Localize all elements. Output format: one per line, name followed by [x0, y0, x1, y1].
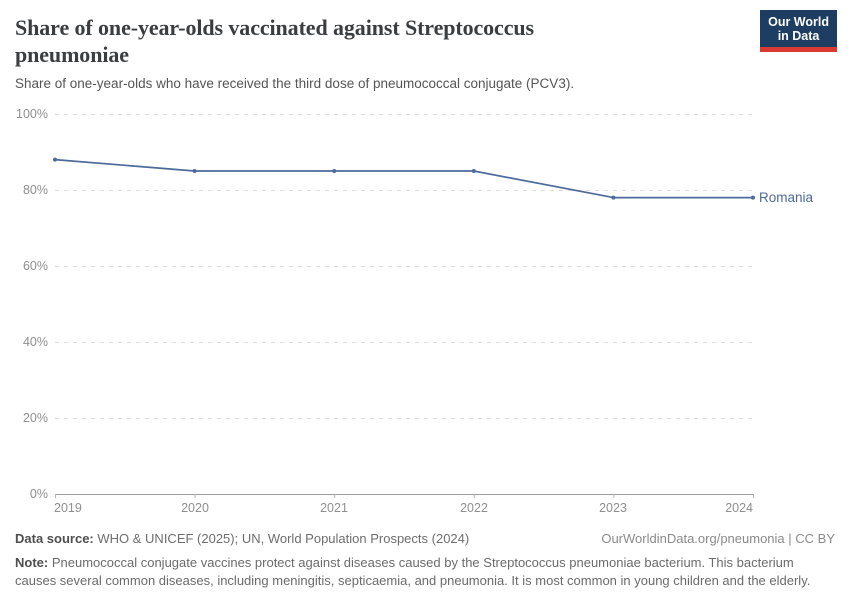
x-axis-tick-label: 2024: [725, 501, 753, 515]
footer-link[interactable]: OurWorldinData.org/pneumonia: [601, 531, 785, 546]
x-axis-tick-label: 2023: [599, 501, 627, 515]
data-source-value: WHO & UNICEF (2025); UN, World Populatio…: [97, 531, 470, 546]
data-source-label: Data source:: [15, 531, 94, 546]
footer-separator: |: [784, 531, 796, 546]
x-axis-tick-label: 2020: [181, 501, 209, 515]
page-title: Share of one-year-olds vaccinated agains…: [15, 15, 534, 67]
note-label: Note:: [15, 555, 49, 570]
y-axis-tick-label: 80%: [22, 183, 48, 197]
series-label[interactable]: Romania: [759, 190, 814, 205]
chart-subtitle: Share of one-year-olds who have received…: [15, 76, 575, 91]
source-row: Data source: WHO & UNICEF (2025); UN, Wo…: [15, 531, 835, 546]
y-axis-tick-label: 60%: [22, 259, 48, 273]
x-axis-tick-label: 2021: [320, 501, 348, 515]
x-axis-tick-label: 2019: [54, 501, 82, 515]
owid-logo-line2: in Data: [777, 29, 820, 43]
x-axis-tick-label: 2022: [460, 501, 488, 515]
header: Share of one-year-olds vaccinated agains…: [15, 14, 635, 92]
footer-note: Note: Pneumococcal conjugate vaccines pr…: [15, 554, 835, 590]
footer: Data source: WHO & UNICEF (2025); UN, Wo…: [15, 531, 835, 590]
footer-credit: OurWorldinData.org/pneumonia | CC BY: [601, 531, 835, 546]
y-axis-tick-label: 100%: [16, 107, 48, 121]
owid-logo[interactable]: Our World in Data: [760, 10, 837, 52]
y-axis-tick-label: 20%: [22, 411, 48, 425]
note-value: Pneumococcal conjugate vaccines protect …: [15, 555, 811, 588]
owid-logo-line1: Our World: [768, 15, 829, 29]
y-axis-tick-label: 40%: [22, 335, 48, 349]
y-axis-tick-label: 0%: [29, 487, 48, 501]
data-source-line: Data source: WHO & UNICEF (2025); UN, Wo…: [15, 531, 469, 546]
license-label: CC BY: [795, 531, 835, 546]
